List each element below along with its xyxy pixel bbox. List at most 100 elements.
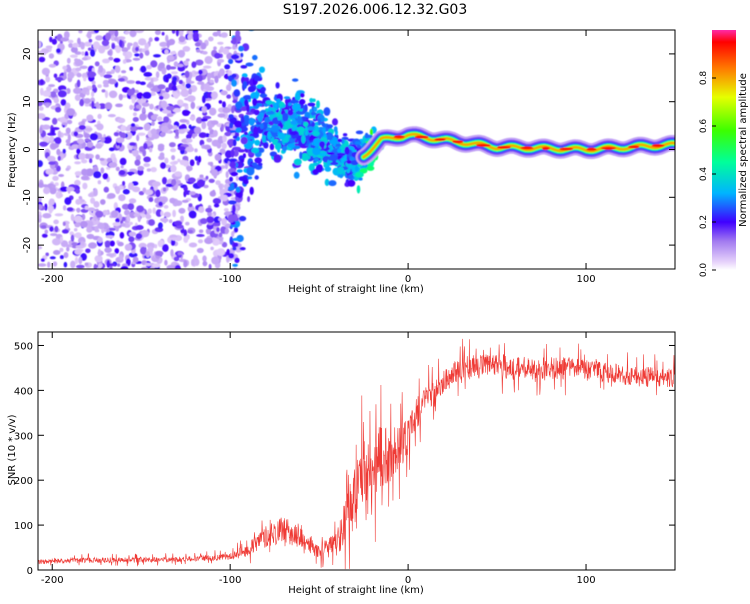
spectrogram-cell [65, 167, 70, 171]
spectrogram-cell [254, 139, 261, 146]
spectrogram-cell [81, 159, 88, 164]
spectrogram-cell [265, 100, 273, 105]
spectrogram-cell [115, 103, 123, 108]
spectrogram-cell [93, 171, 102, 179]
spectrogram-cell [84, 138, 91, 142]
spectrogram-cell [177, 99, 184, 106]
spectrogram-cell [164, 259, 168, 266]
spectrogram-cell [221, 241, 228, 248]
spectrogram-cell [355, 171, 364, 178]
spectrogram-cell [326, 152, 335, 155]
spectrogram-cell [65, 223, 69, 229]
spectrogram-cell [63, 71, 67, 78]
spectrogram-cell [229, 15, 233, 21]
spectrogram-cell [62, 205, 67, 211]
y-tick-label: 200 [14, 476, 33, 487]
spectrogram-cell [178, 129, 186, 134]
spectrogram-cell [81, 51, 85, 56]
spectrogram-cell [172, 160, 179, 165]
spectrogram-cell [53, 73, 58, 79]
spectrogram-cell [309, 98, 314, 103]
y-tick-label: 400 [14, 386, 33, 397]
spectrogram-peak [414, 135, 429, 139]
spectrogram-cell [312, 130, 320, 137]
spectrogram-cell [224, 223, 232, 229]
spectrogram-cell [211, 139, 220, 147]
spectrogram-cell [87, 71, 96, 78]
spectrogram-cell [66, 57, 71, 64]
spectrogram-cell [324, 166, 332, 172]
spectrogram-cell [114, 65, 121, 73]
spectrogram-cell [69, 54, 78, 58]
spectrogram-cell [66, 108, 76, 116]
spectrogram-cell [76, 208, 81, 212]
spectrogram-cell [279, 121, 283, 129]
spectrogram-cell [233, 242, 239, 247]
y-tick-label: 20 [22, 48, 33, 61]
spectrogram-cell [81, 57, 88, 61]
spectrogram-cell [301, 134, 306, 144]
spectrogram-cell [168, 38, 176, 46]
spectrogram-cell [40, 225, 48, 229]
spectrogram-cell [93, 263, 98, 269]
spectrogram-cell [118, 39, 123, 48]
spectrogram-cell [159, 95, 164, 100]
spectrogram-cell [312, 147, 321, 156]
spectrogram-cell [309, 135, 316, 141]
colorbar-label: Normalized spectral amplitude [738, 73, 749, 227]
spectrogram-cell [133, 41, 139, 49]
spectrogram-cell [227, 214, 235, 223]
spectrogram-cell [65, 127, 71, 134]
spectrogram-cell [119, 132, 127, 139]
spectrogram-cell [212, 237, 216, 242]
spectrogram-cell [48, 161, 56, 166]
spectrogram-cell [182, 109, 190, 117]
spectrogram-cell [45, 45, 53, 49]
spectrogram-cell [104, 247, 112, 254]
spectrogram-cell [115, 45, 122, 54]
spectrogram-cell [54, 137, 62, 145]
spectrogram-cell [232, 36, 237, 45]
spectrogram-band [362, 133, 675, 159]
spectrogram-cell [224, 150, 233, 159]
spectrogram-cell [241, 158, 245, 163]
spectrogram-cell [109, 30, 116, 35]
spectrogram-cell [62, 148, 66, 154]
spectrogram-cell [100, 199, 106, 205]
spectrogram-cell [143, 72, 153, 77]
spectrogram-cell [227, 12, 235, 16]
spectrogram-cell [139, 81, 146, 86]
spectrogram-cell [140, 65, 147, 73]
spectrogram-cell [150, 77, 154, 85]
spectrogram-cell [232, 146, 242, 151]
spectrogram-cell [81, 168, 88, 176]
x-tick-label: 100 [576, 575, 595, 586]
spectrogram-cell [109, 265, 113, 269]
spectrogram-cell [66, 119, 73, 125]
spectrogram-cell [63, 261, 68, 268]
spectrogram-cell [230, 20, 237, 28]
spectrogram-cell [63, 31, 70, 39]
spectrogram-cell [242, 81, 248, 89]
spectrogram-cell [132, 151, 139, 157]
spectrogram-cell [169, 51, 177, 55]
spectrogram-cell [200, 118, 208, 122]
spectrogram-cell [39, 126, 43, 134]
spectrogram-cell [293, 158, 302, 166]
spectrogram-cell [162, 244, 169, 252]
spectrogram-cell [248, 117, 255, 126]
spectrogram-cell [134, 159, 141, 166]
spectrogram-cell [122, 59, 127, 64]
spectrogram-cell [71, 144, 80, 150]
spectrogram-heatmap [38, 12, 675, 269]
spectrogram-cell [67, 39, 74, 44]
spectrogram-cell [290, 120, 298, 125]
spectrogram-cell [235, 127, 242, 133]
spectrogram-cell [56, 148, 61, 156]
spectrogram-cell [179, 159, 186, 166]
spectrogram-cell [278, 132, 286, 140]
spectrogram-cell [211, 91, 218, 100]
spectrogram-cell [228, 58, 234, 64]
spectrogram-cell [110, 35, 116, 42]
